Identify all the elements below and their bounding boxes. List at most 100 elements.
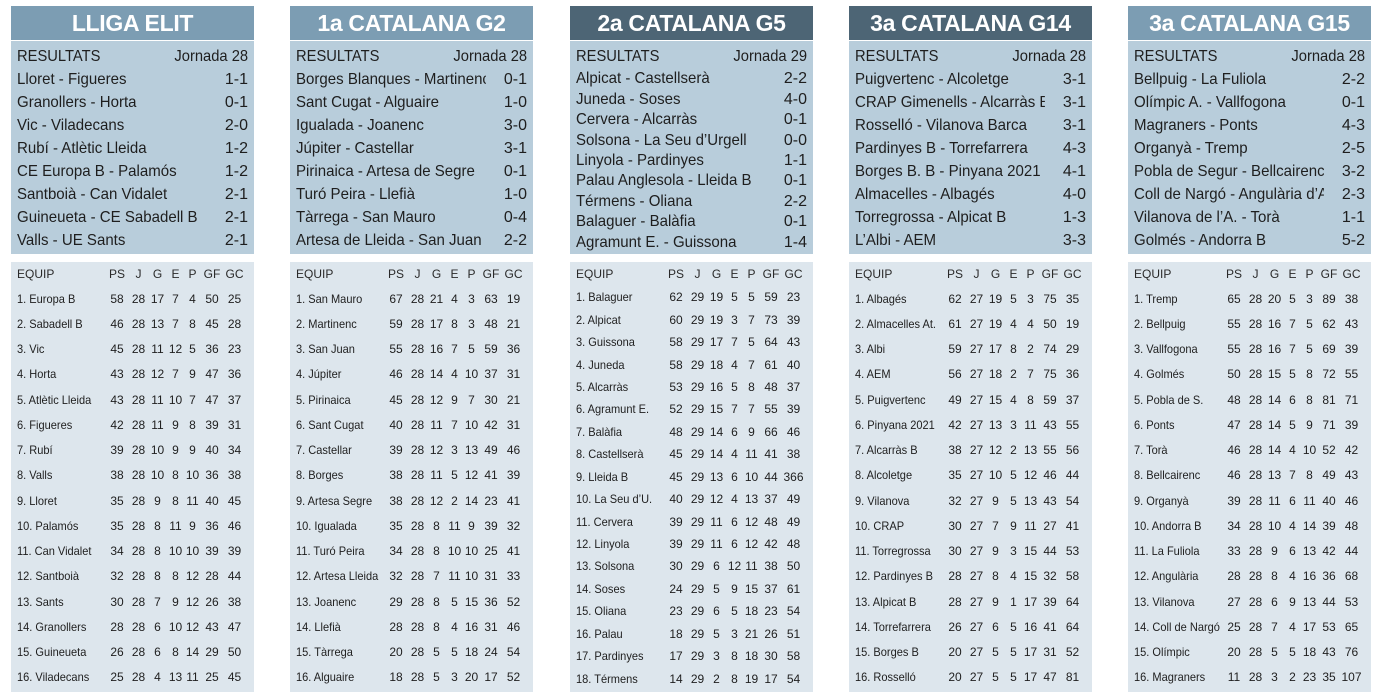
match-score: 1-1 (783, 151, 807, 169)
stat-cell: 50 (1043, 316, 1057, 331)
team-name: 2. Almacelles At. (855, 317, 943, 331)
stat-cell: 29 (690, 514, 705, 529)
stat-cell: 28 (131, 316, 146, 331)
stat-cell: 13 (1267, 468, 1282, 483)
stat-cell: 9 (172, 594, 179, 609)
team-name-text: 14. Granollers (17, 619, 87, 634)
stat-cell: 6 (1289, 493, 1296, 508)
match-teams: Linyola - Pardinyes (576, 151, 704, 169)
stat-cell: 14 (185, 645, 200, 660)
stat-cell: 27 (969, 468, 984, 483)
stat-cell: 11 (1024, 518, 1037, 533)
team-name: 18. Térmens (576, 672, 664, 686)
stat-cell: 25 (205, 670, 219, 685)
stat-cell: 9 (748, 424, 755, 439)
stat-cell: 28 (410, 619, 425, 634)
team-name-text: 6. Figueres (17, 417, 73, 432)
standings-row: 10. Palamós 35 28 8 11 9 36 46 (17, 513, 250, 538)
stat-cell: 9 (1289, 594, 1296, 609)
stat-cell: 13 (744, 492, 759, 507)
match-teams: Vilanova de l’A. - Torà (1134, 208, 1280, 226)
stat-cell: 28 (131, 544, 146, 559)
stat-cell: 11 (430, 468, 443, 483)
team-name-text: 7. Rubí (17, 443, 53, 458)
standings-row: 10. La Seu d’U. 40 29 12 4 13 37 49 (576, 488, 809, 510)
stat-cell: 16 (709, 379, 724, 394)
stat-cell: 5 (992, 645, 999, 660)
team-name: 10. Palamós (17, 519, 105, 533)
stat-cell: 32 (110, 569, 124, 584)
stat-cell: 5 (451, 594, 458, 609)
team-name-text: 7. Torà (1134, 443, 1168, 458)
stat-cell: 52 (669, 402, 683, 417)
column-header: EQUIP (855, 267, 893, 281)
team-name: 1. Albagés (855, 292, 943, 306)
stat-cell: 41 (1065, 518, 1080, 533)
stat-cell: 54 (786, 604, 801, 619)
match-row: Rubí - Atlètic Lleida 1-2 (17, 138, 248, 161)
stat-cell: 12 (1023, 468, 1038, 483)
stat-cell: 59 (389, 316, 403, 331)
stat-cell: 11 (151, 342, 164, 357)
stat-cell: 47 (205, 392, 219, 407)
match-teams: Júpiter - Castellar (296, 140, 414, 158)
stat-cell: 28 (1227, 569, 1241, 584)
column-header: G (152, 267, 163, 281)
stat-cell: 39 (1344, 342, 1359, 357)
stat-cell: 25 (1227, 619, 1241, 634)
column-header: G (990, 267, 1001, 281)
stat-cell: 15 (744, 581, 759, 596)
match-score: 2-2 (503, 231, 527, 249)
stat-cell: 8 (1306, 392, 1313, 407)
stat-cell: 36 (205, 342, 219, 357)
column-header: J (414, 267, 421, 281)
standings-row: 11. La Fuliola 33 28 9 6 13 42 44 (1134, 539, 1367, 564)
stat-cell: 28 (1248, 645, 1263, 660)
stat-cell: 56 (1065, 443, 1080, 458)
stat-cell: 5 (1306, 342, 1313, 357)
stat-cell: 8 (748, 379, 755, 394)
column-header: PS (108, 267, 125, 281)
match-teams: Bellpuig - La Fuliola (1134, 71, 1267, 89)
stat-cell: 5 (1010, 493, 1017, 508)
team-name: 12. Santboià (17, 569, 105, 583)
column-header: E (450, 267, 459, 281)
team-name: 5. Atlètic Lleida (17, 393, 105, 407)
stat-cell: 7 (731, 402, 738, 417)
stat-cell: 28 (1248, 417, 1263, 432)
match-row: Rosselló - Vilanova Barca 3-1 (855, 115, 1086, 138)
stat-cell: 10 (1302, 443, 1317, 458)
results-box: RESULTATS Jornada 28 Borges Blanques - Mar… (290, 41, 533, 254)
stat-cell: 59 (948, 342, 962, 357)
column-header: PS (667, 267, 684, 281)
stat-cell: 8 (1010, 342, 1017, 357)
stat-cell: 6 (154, 619, 161, 634)
stat-cell: 10 (464, 544, 479, 559)
stat-cell: 58 (669, 357, 683, 372)
stat-cell: 13 (1302, 594, 1317, 609)
stat-cell: 26 (110, 645, 124, 660)
stat-cell: 55 (1043, 443, 1057, 458)
match-score: 1-1 (1341, 208, 1365, 226)
stat-cell: 53 (669, 379, 683, 394)
team-name-text: 16. Magraners (1134, 670, 1206, 685)
stat-cell: 28 (131, 468, 146, 483)
league-title: 3a CATALANA G14 (849, 6, 1092, 40)
team-name-text: 3. Guissona (576, 335, 635, 350)
team-name: 13. Vilanova (1134, 595, 1222, 609)
stat-cell: 81 (1322, 392, 1336, 407)
standings-row: 11. Cervera 39 29 11 6 12 48 49 (576, 510, 809, 532)
team-name: 6. Sant Cugat (296, 418, 384, 432)
standings-row: 10. Igualada 35 28 8 11 9 39 32 (296, 513, 529, 538)
stat-cell: 15 (464, 594, 479, 609)
team-name-text: 8. Castellserà (576, 447, 644, 462)
stat-cell: 28 (1248, 493, 1263, 508)
match-teams: CRAP Gimenells - Alcarràs B (855, 94, 1045, 112)
team-name-text: 1. Europa B (17, 291, 76, 306)
team-name: 6. Agramunt E. (576, 402, 664, 416)
match-row: Valls - UE Sants 2-1 (17, 229, 248, 252)
stat-cell: 43 (1322, 645, 1336, 660)
stat-cell: 13 (168, 670, 183, 685)
match-row: Granollers - Horta 0-1 (17, 92, 248, 115)
stat-cell: 49 (786, 492, 801, 507)
